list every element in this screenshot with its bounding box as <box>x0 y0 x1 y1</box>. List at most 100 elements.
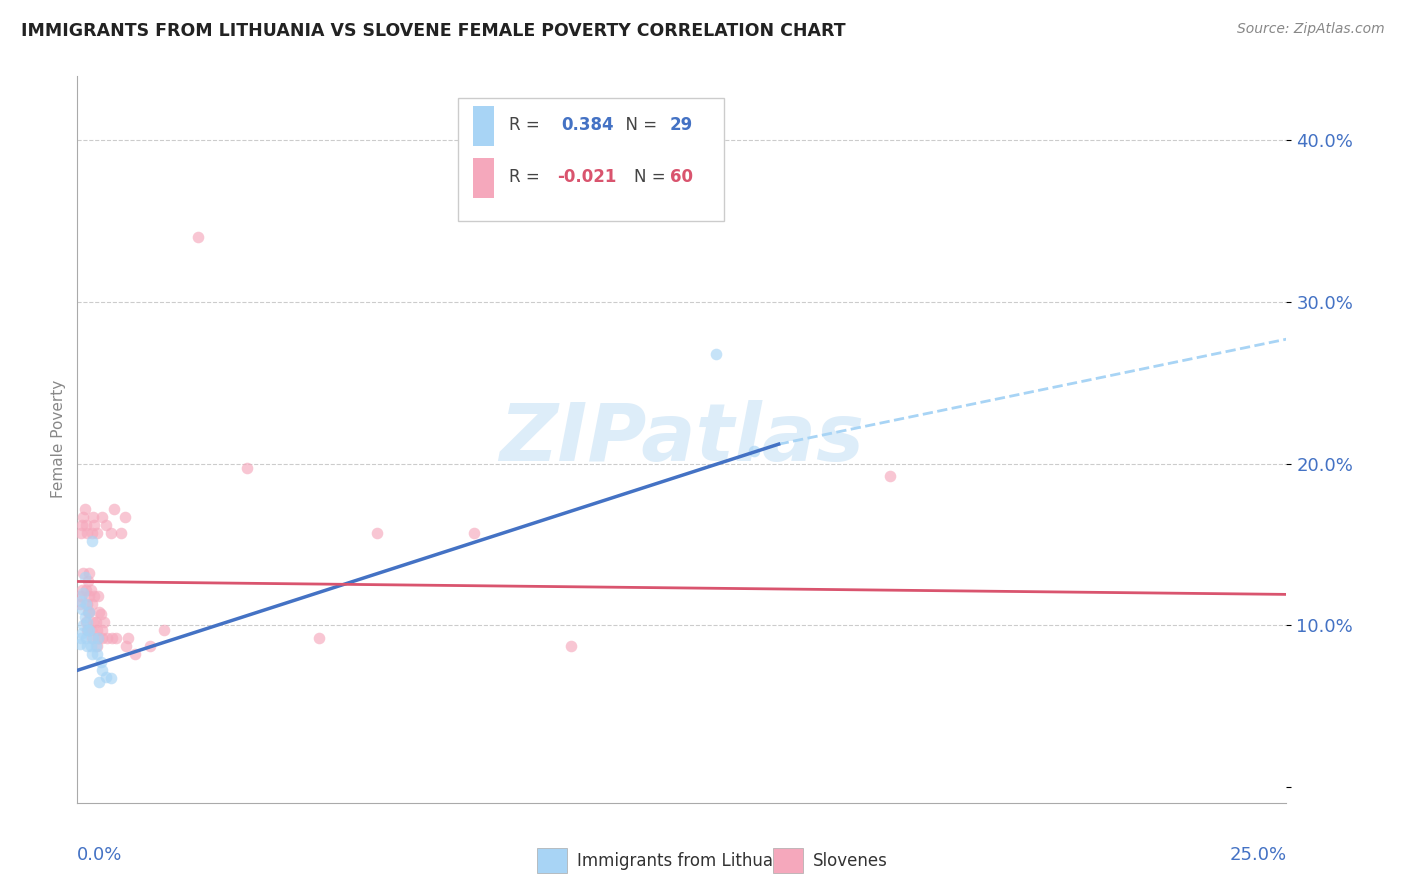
Text: 0.384: 0.384 <box>561 116 613 135</box>
Point <box>80 526 103 541</box>
Point <box>70 626 93 640</box>
Text: 60: 60 <box>669 169 693 186</box>
Point <box>100 526 122 541</box>
Point <box>76 639 98 653</box>
Point <box>84 639 107 653</box>
Point <box>90 655 112 669</box>
Point <box>80 639 103 653</box>
Point <box>69 638 91 652</box>
Text: -0.021: -0.021 <box>557 169 617 186</box>
Point <box>86 631 108 645</box>
Text: 0.0%: 0.0% <box>77 847 122 864</box>
FancyBboxPatch shape <box>472 158 495 198</box>
Point <box>110 526 132 541</box>
Text: N =: N = <box>634 169 671 186</box>
Point <box>82 615 104 629</box>
Point <box>86 623 108 637</box>
Point <box>101 631 124 645</box>
Point <box>73 569 96 583</box>
Point <box>79 589 101 603</box>
Point <box>82 509 104 524</box>
Point <box>83 589 105 603</box>
Point <box>80 623 103 637</box>
Point <box>76 597 98 611</box>
Point <box>86 639 108 653</box>
Point <box>72 566 94 581</box>
Point <box>77 623 100 637</box>
Point <box>139 639 162 653</box>
Point <box>105 631 128 645</box>
Point <box>82 631 104 645</box>
Point <box>87 605 110 619</box>
Text: ZIPatlas: ZIPatlas <box>499 401 865 478</box>
Point <box>100 672 122 686</box>
Point <box>124 647 146 661</box>
Point <box>96 517 118 532</box>
Point <box>117 631 139 645</box>
Point <box>75 631 97 645</box>
Point <box>103 501 125 516</box>
Point <box>75 582 97 597</box>
Point <box>90 663 112 677</box>
Point <box>80 534 103 549</box>
Point <box>879 469 901 483</box>
Point <box>96 631 118 645</box>
Point <box>96 670 118 684</box>
Point <box>79 566 101 581</box>
Text: Immigrants from Lithuania: Immigrants from Lithuania <box>576 852 799 870</box>
Point <box>76 615 98 629</box>
Point <box>75 517 97 532</box>
Y-axis label: Female Poverty: Female Poverty <box>51 380 66 499</box>
Point <box>79 623 101 637</box>
Point <box>70 602 93 616</box>
Point <box>77 574 100 589</box>
Point <box>72 586 94 600</box>
Point <box>72 509 94 524</box>
Point <box>235 461 257 475</box>
Point <box>70 582 93 597</box>
Point <box>91 631 114 645</box>
Point <box>84 615 107 629</box>
Point <box>308 631 330 645</box>
Point <box>72 618 94 632</box>
Point <box>80 582 103 597</box>
Point <box>114 509 136 524</box>
Text: Source: ZipAtlas.com: Source: ZipAtlas.com <box>1237 22 1385 37</box>
Point <box>75 615 97 629</box>
Point <box>79 605 101 619</box>
Point <box>73 610 96 624</box>
Point <box>76 526 98 541</box>
Point <box>704 347 727 361</box>
Point <box>70 526 93 541</box>
Point <box>70 589 93 603</box>
Text: N =: N = <box>616 116 662 135</box>
Point <box>70 631 93 645</box>
Point <box>93 615 115 629</box>
Text: 29: 29 <box>669 116 693 135</box>
Text: Slovenes: Slovenes <box>813 852 887 870</box>
Point <box>73 501 96 516</box>
Point <box>69 597 91 611</box>
Point <box>70 517 93 532</box>
Point <box>86 631 108 645</box>
Point <box>87 674 110 689</box>
Point <box>79 605 101 619</box>
Point <box>77 605 100 619</box>
Point <box>153 623 176 637</box>
FancyBboxPatch shape <box>458 97 724 221</box>
Point <box>80 631 103 645</box>
FancyBboxPatch shape <box>537 848 567 873</box>
Text: R =: R = <box>509 116 546 135</box>
Point <box>70 594 93 608</box>
Point <box>744 443 766 458</box>
Point <box>187 230 209 244</box>
Point <box>83 517 105 532</box>
Point <box>75 597 97 611</box>
Point <box>86 526 108 541</box>
Point <box>560 639 582 653</box>
Point <box>86 589 108 603</box>
Point <box>366 526 388 541</box>
Point <box>86 647 108 661</box>
Point <box>114 639 136 653</box>
Point <box>80 647 103 661</box>
